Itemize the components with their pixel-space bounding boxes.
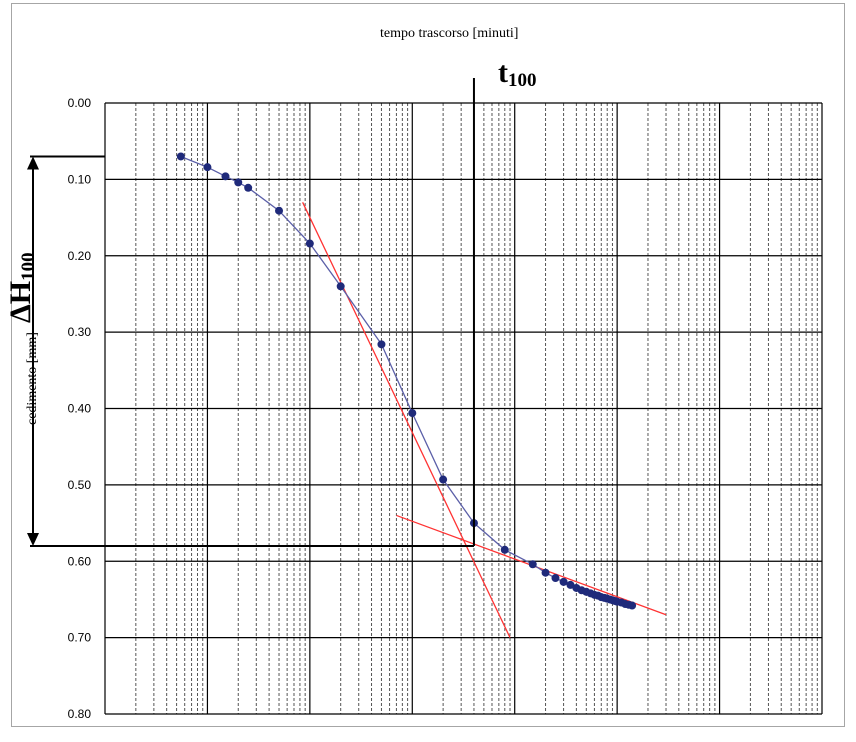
y-tick-label: 0.30 xyxy=(68,325,92,339)
y-tick-label: 0.80 xyxy=(68,707,92,721)
chart-frame xyxy=(11,3,845,727)
data-point xyxy=(244,183,253,192)
data-point xyxy=(234,178,243,187)
steep-tangent-line xyxy=(302,202,511,638)
data-point xyxy=(377,340,386,349)
t100-label: t100 xyxy=(498,56,537,91)
y-tick-label: 0.60 xyxy=(68,554,92,568)
y-tick-label: 0.50 xyxy=(68,478,92,492)
series-line xyxy=(180,155,633,607)
y-tick-label: 0.20 xyxy=(68,249,92,263)
data-point xyxy=(176,152,185,161)
settlement-series xyxy=(176,152,637,610)
y-tick-label: 0.10 xyxy=(68,172,92,186)
y-tick-label: 0.70 xyxy=(68,631,92,645)
data-point xyxy=(559,577,568,586)
grid xyxy=(104,102,823,715)
data-point xyxy=(628,601,637,610)
data-point xyxy=(551,574,560,583)
data-point xyxy=(336,282,345,291)
y-tick-labels: 0.00 0.10 0.20 0.30 0.40 0.50 0.60 0.70 0.80 xyxy=(68,96,92,721)
data-point xyxy=(408,409,417,418)
data-point xyxy=(275,206,284,215)
dh100-arrowhead-top xyxy=(27,156,39,170)
data-point xyxy=(528,560,537,569)
data-point xyxy=(566,580,575,589)
data-point xyxy=(500,545,509,554)
y-tick-label: 0.00 xyxy=(68,96,92,110)
data-point xyxy=(541,568,550,577)
delta-h100-label: ΔH100 xyxy=(4,252,39,323)
x-axis-title: tempo trascorso [minuti] xyxy=(380,26,519,41)
data-point xyxy=(221,172,230,181)
y-tick-label: 0.40 xyxy=(68,402,92,416)
annotation-lines xyxy=(27,78,475,547)
data-point xyxy=(305,239,314,248)
data-point xyxy=(439,475,448,484)
dh100-arrowhead-bottom xyxy=(27,532,39,546)
y-axis-title: cedimento [mm] xyxy=(25,332,40,425)
data-point xyxy=(203,163,212,172)
